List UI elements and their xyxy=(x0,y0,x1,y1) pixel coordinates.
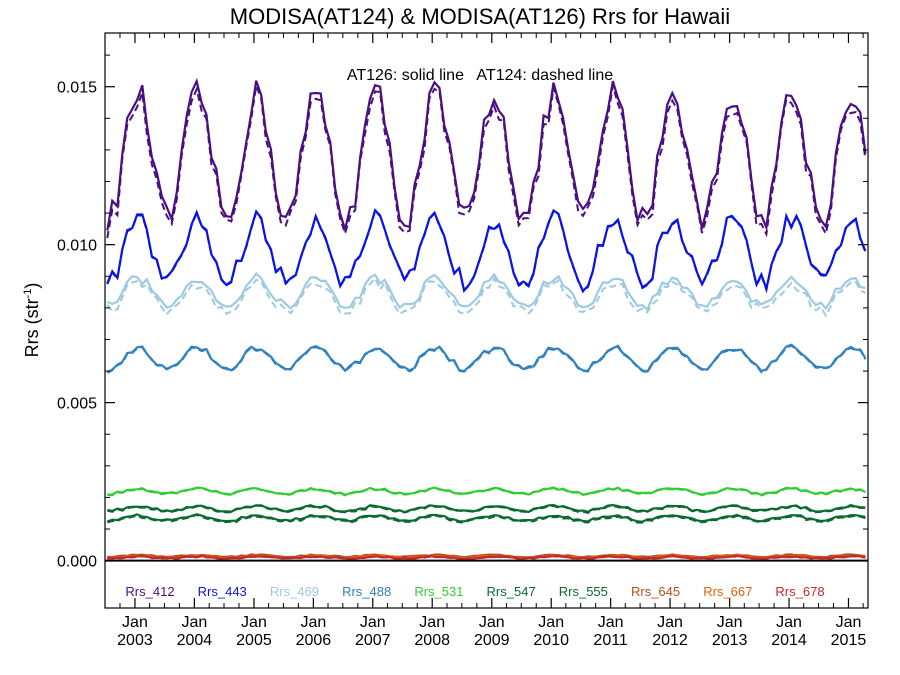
legend-label-Rrs_488: Rrs_488 xyxy=(342,584,391,599)
x-tick-month: Jan xyxy=(717,614,743,631)
plot-frame xyxy=(104,32,869,609)
x-tick-month: Jan xyxy=(241,614,267,631)
series-solid-Rrs_678 xyxy=(107,554,866,561)
series-solid-Rrs_547 xyxy=(107,503,866,514)
x-tick-year: 2014 xyxy=(771,632,807,649)
series-solid-Rrs_531 xyxy=(107,486,866,497)
x-tick-year: 2009 xyxy=(474,632,510,649)
x-tick-year: 2012 xyxy=(652,632,688,649)
x-tick-month: Jan xyxy=(419,614,445,631)
y-tick-label: 0.005 xyxy=(57,396,97,413)
x-tick-month: Jan xyxy=(300,614,326,631)
legend-label-Rrs_547: Rrs_547 xyxy=(487,584,536,599)
plot-lines xyxy=(106,77,867,561)
y-tick-label: 0.000 xyxy=(57,554,97,571)
x-tick-month: Jan xyxy=(776,614,802,631)
legend-label-Rrs_555: Rrs_555 xyxy=(559,584,608,599)
series-dashed-Rrs_531 xyxy=(107,486,866,497)
y-axis: 0.000 0.005 0.010 0.015 xyxy=(57,54,868,571)
legend-label-Rrs_412: Rrs_412 xyxy=(125,584,174,599)
x-tick-month: Jan xyxy=(598,614,624,631)
series-solid-Rrs_469 xyxy=(106,271,866,312)
series-solid-Rrs_555 xyxy=(106,513,866,523)
legend-label-Rrs_531: Rrs_531 xyxy=(414,584,463,599)
x-tick-year: 2003 xyxy=(117,632,153,649)
x-tick-year: 2013 xyxy=(712,632,748,649)
legend-label-Rrs_443: Rrs_443 xyxy=(198,584,247,599)
x-axis: Jan2003Jan2004Jan2005Jan2006Jan2007Jan20… xyxy=(104,33,867,649)
x-tick-year: 2007 xyxy=(355,632,391,649)
chart-title: MODISA(AT124) & MODISA(AT126) Rrs for Ha… xyxy=(230,4,730,29)
x-tick-year: 2008 xyxy=(414,632,450,649)
series-solid-Rrs_488 xyxy=(106,343,867,374)
legend: Rrs_412 Rrs_443 Rrs_469 Rrs_488 Rrs_531 Rrs_5… xyxy=(125,584,824,599)
legend-label-Rrs_667: Rrs_667 xyxy=(703,584,752,599)
line-style-note: AT126: solid line AT124: dashed line xyxy=(347,67,613,84)
x-tick-month: Jan xyxy=(122,614,148,631)
x-tick-month: Jan xyxy=(360,614,386,631)
x-tick-year: 2010 xyxy=(533,632,569,649)
series-dashed-Rrs_469 xyxy=(106,276,866,318)
y-tick-label: 0.010 xyxy=(57,238,97,255)
series-solid-Rrs_443 xyxy=(106,208,867,294)
x-tick-month: Jan xyxy=(538,614,564,631)
x-tick-year: 2004 xyxy=(177,632,213,649)
x-tick-month: Jan xyxy=(836,614,862,631)
series-dashed-Rrs_412 xyxy=(106,82,867,239)
series-dashed-Rrs_488 xyxy=(106,344,867,374)
x-tick-month: Jan xyxy=(181,614,207,631)
y-axis-label: Rrs (str-1) xyxy=(22,283,42,358)
x-tick-month: Jan xyxy=(479,614,505,631)
series-solid-Rrs_412 xyxy=(106,77,867,234)
x-tick-year: 2015 xyxy=(831,632,867,649)
y-tick-label: 0.015 xyxy=(57,80,97,97)
x-tick-year: 2005 xyxy=(236,632,272,649)
x-tick-year: 2006 xyxy=(296,632,332,649)
legend-label-Rrs_678: Rrs_678 xyxy=(775,584,824,599)
legend-label-Rrs_645: Rrs_645 xyxy=(631,584,680,599)
legend-label-Rrs_469: Rrs_469 xyxy=(270,584,319,599)
x-tick-month: Jan xyxy=(657,614,683,631)
x-tick-year: 2011 xyxy=(593,632,628,649)
